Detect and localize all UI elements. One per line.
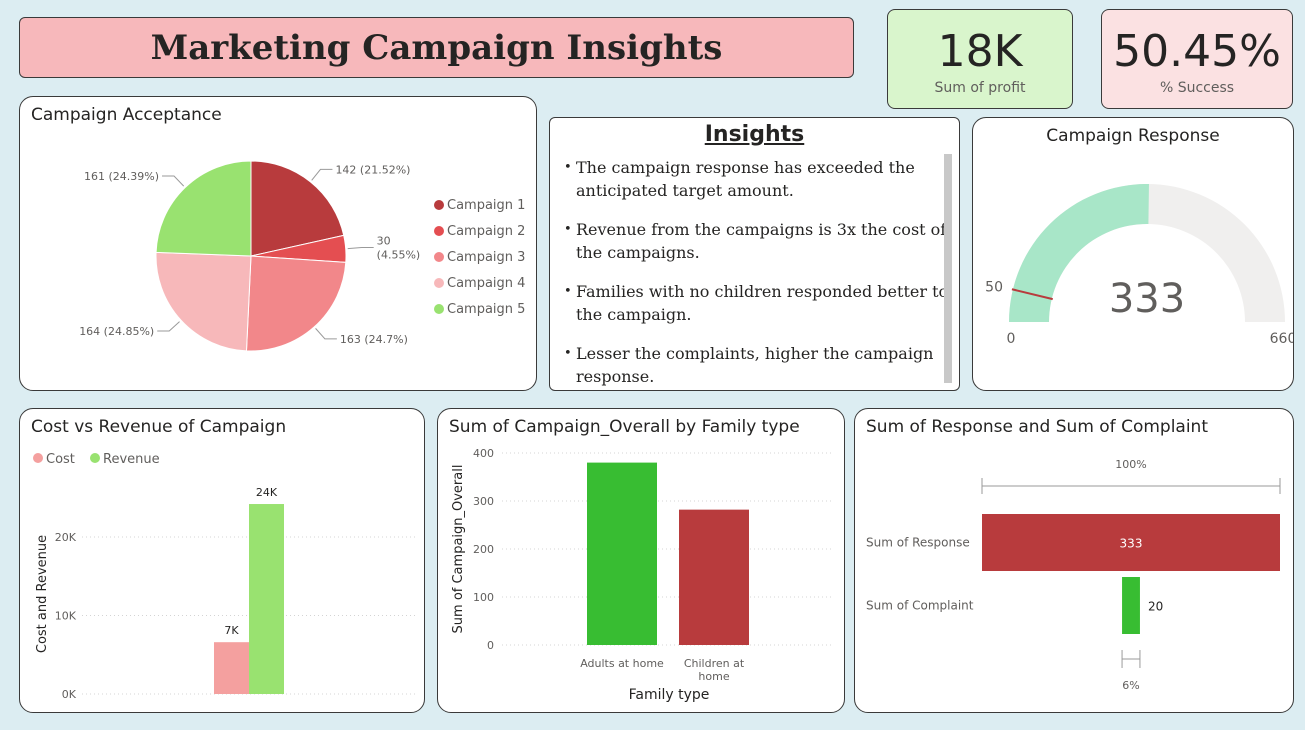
campaign-acceptance-chart[interactable]: 142 (21.52%) 30(4.55%) 163 (24.7%) 164 (24.… (20, 97, 537, 391)
pie-leader-line (311, 168, 333, 181)
campaign-response-gauge[interactable]: 50 333 0 660 (973, 118, 1294, 391)
kpi-success-card[interactable]: 50.45% % Success (1101, 9, 1293, 109)
pie-leader-line (347, 247, 374, 250)
bar[interactable] (587, 462, 657, 645)
legend-item[interactable]: Campaign 5 (447, 302, 525, 317)
bar[interactable] (249, 504, 284, 694)
insight-item: Revenue from the campaigns is 3x the cos… (564, 218, 949, 264)
funnel-stage-label: Sum of Response (866, 536, 970, 550)
kpi-profit-label: Sum of profit (934, 80, 1026, 96)
y-axis-label: Sum of Campaign_Overall (451, 465, 466, 634)
insights-list: The campaign response has exceeded the a… (564, 156, 949, 390)
pie-data-label: 30 (377, 235, 391, 248)
y-tick-label: 0K (62, 688, 77, 701)
legend-item[interactable]: Campaign 3 (447, 250, 525, 265)
y-tick-label: 400 (473, 447, 494, 460)
family-type-title: Sum of Campaign_Overall by Family type (449, 417, 800, 437)
insight-item: Families with no children responded bett… (564, 280, 949, 326)
pie-slice[interactable] (155, 251, 252, 352)
x-tick-label: Adults at home (580, 657, 664, 670)
funnel-bar[interactable] (1122, 577, 1140, 634)
family-type-card[interactable]: Sum of Campaign_Overall by Family type 0… (437, 408, 845, 713)
y-tick-label: 300 (473, 495, 494, 508)
bar[interactable] (214, 642, 249, 694)
funnel-bar[interactable] (982, 514, 1280, 571)
legend-item[interactable]: Campaign 1 (447, 198, 525, 213)
bar-data-label: 7K (224, 624, 239, 637)
pie-data-label: 163 (24.7%) (340, 333, 408, 346)
pie-data-label: 161 (24.39%) (84, 170, 159, 183)
kpi-success-label: % Success (1159, 80, 1235, 96)
pie-data-label: (4.55%) (377, 249, 421, 262)
x-tick-label: home (698, 670, 729, 683)
gauge-value: 333 (1109, 276, 1185, 322)
response-complaint-funnel[interactable]: 100% Sum of Response 333 Sum of Complaint 20… (855, 409, 1294, 713)
funnel-stage-label: Sum of Complaint (866, 599, 974, 613)
pie-leader-line (157, 321, 180, 332)
kpi-success-value: 50.45% (1113, 26, 1281, 77)
legend-item[interactable]: Cost (46, 452, 75, 467)
legend-item[interactable]: Campaign 4 (447, 276, 525, 291)
cost-revenue-card[interactable]: Cost vs Revenue of Campaign Cost Revenue 0… (19, 408, 425, 713)
dashboard-title-bar: Marketing Campaign Insights (19, 17, 854, 78)
legend-marker (33, 453, 43, 463)
legend-marker (90, 453, 100, 463)
insights-scrollbar[interactable] (944, 154, 952, 383)
pie-leader-line (162, 175, 185, 187)
legend-marker (434, 278, 444, 288)
y-tick-label: 200 (473, 543, 494, 556)
gauge-target-marker (1011, 288, 1053, 301)
campaign-response-title: Campaign Response (1046, 126, 1220, 146)
x-tick-label: Children at (684, 657, 745, 670)
bar-data-label: 24K (256, 486, 278, 499)
y-tick-label: 0 (487, 639, 494, 652)
dashboard-title: Marketing Campaign Insights (150, 28, 723, 68)
x-axis-label: Family type (629, 687, 710, 703)
insights-card: Insights The campaign response has excee… (549, 117, 960, 391)
legend-item[interactable]: Revenue (103, 452, 160, 467)
funnel-bottom-label: 6% (1122, 679, 1139, 692)
legend-marker (434, 304, 444, 314)
pie-slice[interactable] (250, 160, 345, 257)
gauge-max-label: 660 (1270, 331, 1294, 347)
campaign-acceptance-card[interactable]: Campaign Acceptance 142 (21.52%) 30 (4.55%… (19, 96, 537, 391)
response-complaint-card[interactable]: Sum of Response and Sum of Complaint 100… (854, 408, 1294, 713)
legend-marker (434, 200, 444, 210)
insights-title: Insights (704, 122, 805, 147)
pie-data-label: 142 (21.52%) (335, 163, 410, 176)
family-type-chart[interactable]: 0 100 200 300 400 Sum of Campaign_Overall Adul… (438, 409, 845, 713)
campaign-acceptance-title: Campaign Acceptance (31, 105, 222, 125)
legend-marker (434, 226, 444, 236)
response-complaint-title: Sum of Response and Sum of Complaint (866, 417, 1209, 437)
y-tick-label: 20K (55, 531, 77, 544)
insight-item: The campaign response has exceeded the a… (564, 156, 949, 202)
campaign-response-card[interactable]: Campaign Response 50 333 0 660 (972, 117, 1294, 391)
kpi-profit-value: 18K (937, 26, 1023, 77)
funnel-data-label: 20 (1148, 600, 1163, 614)
pie-slice[interactable] (155, 160, 252, 257)
pie-data-label: 164 (24.85%) (79, 325, 154, 338)
insight-item: Lesser the complaints, higher the campai… (564, 342, 949, 388)
y-axis-label: Cost and Revenue (35, 535, 50, 653)
gauge-min-label: 0 (1007, 331, 1016, 347)
legend-marker (434, 252, 444, 262)
pie-slice[interactable] (245, 255, 347, 352)
funnel-top-label: 100% (1115, 458, 1146, 471)
gauge-target-label: 50 (985, 279, 1003, 295)
y-tick-label: 100 (473, 591, 494, 604)
pie-leader-line (315, 328, 337, 340)
cost-revenue-chart[interactable]: Cost Revenue 0K 10K 20K Cost and Revenue 7K 24K (20, 409, 425, 713)
funnel-data-label: 333 (1120, 537, 1143, 551)
y-tick-label: 10K (55, 610, 77, 623)
legend-item[interactable]: Campaign 2 (447, 224, 525, 239)
kpi-profit-card[interactable]: 18K Sum of profit (887, 9, 1073, 109)
cost-revenue-title: Cost vs Revenue of Campaign (31, 417, 287, 437)
gauge-fill (1009, 184, 1149, 322)
bar[interactable] (679, 509, 749, 645)
